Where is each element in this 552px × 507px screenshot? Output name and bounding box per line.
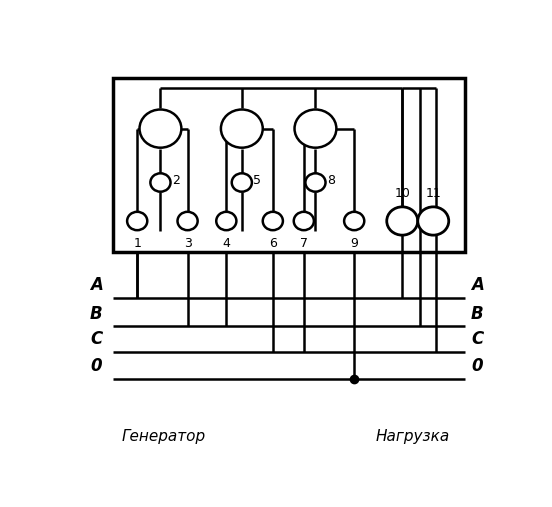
Text: 2: 2 xyxy=(172,174,180,188)
Circle shape xyxy=(221,110,263,148)
Circle shape xyxy=(232,173,252,192)
Text: 11: 11 xyxy=(426,187,441,200)
Circle shape xyxy=(150,173,171,192)
Text: A: A xyxy=(89,276,103,294)
Text: B: B xyxy=(90,305,103,322)
Circle shape xyxy=(263,212,283,230)
Text: Генератор: Генератор xyxy=(121,429,206,444)
Circle shape xyxy=(387,207,418,235)
Circle shape xyxy=(305,173,326,192)
Text: 9: 9 xyxy=(351,237,358,250)
Text: Нагрузка: Нагрузка xyxy=(375,429,449,444)
Circle shape xyxy=(344,212,364,230)
Text: 6: 6 xyxy=(269,237,277,250)
FancyBboxPatch shape xyxy=(113,78,465,252)
Circle shape xyxy=(418,207,449,235)
Text: 4: 4 xyxy=(222,237,230,250)
Text: 5: 5 xyxy=(253,174,262,188)
Circle shape xyxy=(127,212,147,230)
Circle shape xyxy=(294,212,314,230)
Text: A: A xyxy=(471,276,484,294)
Text: C: C xyxy=(90,330,102,348)
Circle shape xyxy=(216,212,236,230)
Text: 10: 10 xyxy=(394,187,410,200)
Circle shape xyxy=(140,110,182,148)
Text: C: C xyxy=(471,330,484,348)
Text: 0: 0 xyxy=(471,357,483,375)
Text: 8: 8 xyxy=(327,174,335,188)
Circle shape xyxy=(178,212,198,230)
Text: 1: 1 xyxy=(133,237,141,250)
Text: 0: 0 xyxy=(91,357,102,375)
Text: 3: 3 xyxy=(184,237,192,250)
Text: 7: 7 xyxy=(300,237,308,250)
Circle shape xyxy=(295,110,336,148)
Text: B: B xyxy=(471,305,484,322)
